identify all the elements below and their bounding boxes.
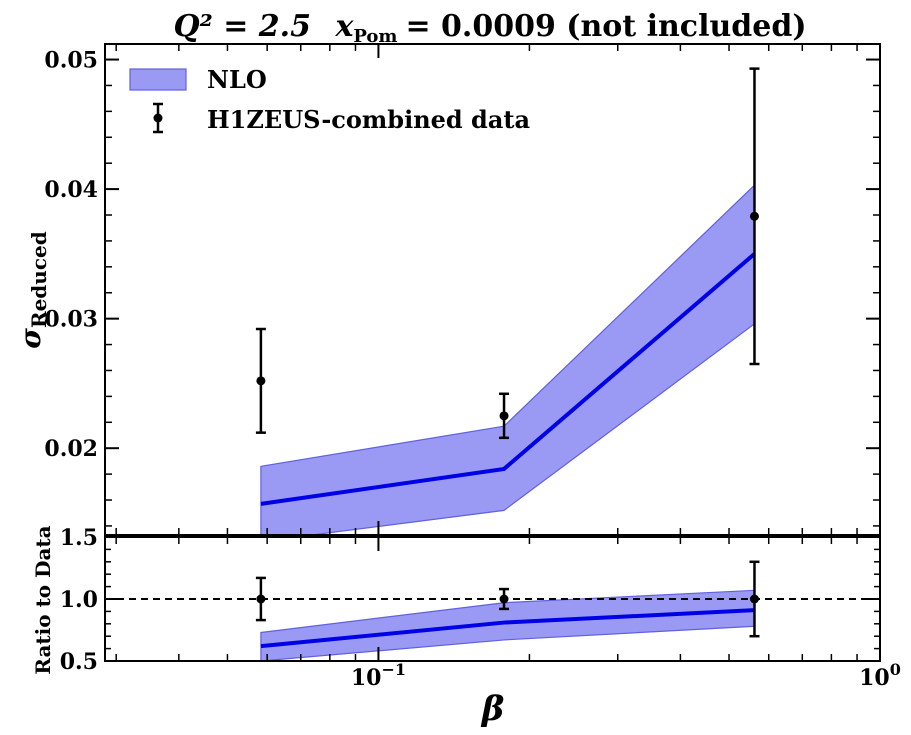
ratio-central-line <box>260 608 755 649</box>
legend-data-label: H1ZEUS-combined data <box>207 105 530 134</box>
title-xpom-sub: Pom <box>353 26 397 47</box>
ratio-y-tick-label: 0.5 <box>60 649 98 675</box>
legend-nlo-label: NLO <box>207 65 267 94</box>
y-tick-label: 0.04 <box>44 177 98 203</box>
nlo-uncertainty-band <box>260 183 756 535</box>
nlo-central-line <box>260 252 756 506</box>
ratio-data-point <box>256 594 266 604</box>
title-q2: Q² = 2.5 <box>173 9 311 44</box>
main-plot-frame <box>104 43 881 536</box>
ratio-axis-label: Ratio to Data <box>31 525 55 674</box>
y-axis-label-sub: Reduced <box>27 231 51 328</box>
legend-nlo-swatch <box>129 68 187 91</box>
x-axis-label: β <box>480 689 505 729</box>
chart-title: Q² = 2.5 xPom = 0.0009 (not included) <box>173 9 806 47</box>
legend: NLO H1ZEUS-combined data <box>129 65 530 134</box>
ratio-y-tick-label: 1.0 <box>60 587 98 613</box>
data-point <box>499 411 509 421</box>
y-tick-label: 0.02 <box>44 436 98 462</box>
x-tick-label: 10−1 <box>351 660 406 691</box>
title-value: = 0.0009 (not included) <box>405 9 806 44</box>
ratio-plot-frame <box>104 536 881 662</box>
x-tick-label: 100 <box>859 660 901 691</box>
y-tick-label: 0.05 <box>44 48 98 74</box>
title-xpom: x <box>334 9 354 44</box>
data-point <box>256 376 266 386</box>
ratio-data-point <box>499 594 509 604</box>
ratio-data-point <box>749 594 759 604</box>
y-tick-label: 0.03 <box>44 307 98 333</box>
y-axis-label: σReduced <box>14 231 51 348</box>
ratio-y-tick-label: 1.5 <box>60 525 98 551</box>
main-plot-area: 10−1 100 0.02 0.03 0.04 0.05 0.5 1.0 1.5 <box>44 43 901 691</box>
legend-data-marker <box>153 113 163 123</box>
data-point <box>749 211 759 221</box>
